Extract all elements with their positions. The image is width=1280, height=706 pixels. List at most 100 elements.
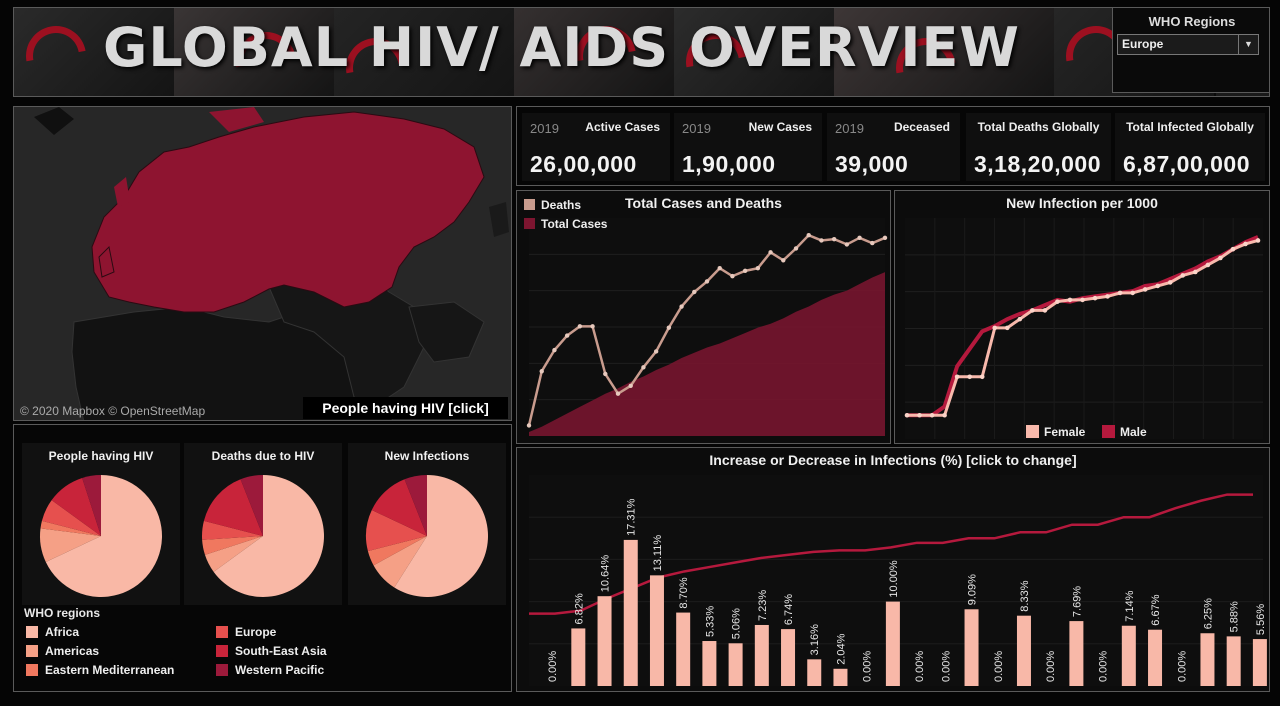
data-point-female [917,412,922,418]
kpi-label: Deceased [893,120,950,134]
bar [964,609,979,686]
data-point-female [1155,283,1161,289]
data-point-deaths [806,232,811,238]
kpi-active-cases: 2019 Active Cases 26,00,000 [522,113,670,181]
data-point-deaths [870,240,875,246]
pie-chart[interactable] [184,443,342,605]
data-point-deaths [552,347,557,353]
legend-label: Eastern Mediterranean [45,663,175,677]
legend-swatch-male [1102,425,1115,438]
legend-item-europe[interactable]: Europe [216,625,276,639]
map-attribution: © 2020 Mapbox © OpenStreetMap [20,404,206,418]
legend-item-eastern-mediterranean[interactable]: Eastern Mediterranean [26,663,174,677]
pie-people-having-hiv: People having HIV [22,443,180,605]
kpi-label: New Cases [748,120,812,134]
pie-slice [394,475,488,597]
kpi-new-cases: 2019 New Cases 1,90,000 [674,113,822,181]
chevron-down-icon[interactable]: ▼ [1238,35,1258,54]
bar-label: 7.69% [1071,586,1083,617]
pie-slice [373,536,427,588]
legend-item-americas[interactable]: Americas [26,644,99,658]
bar-label: 5.33% [704,606,716,637]
data-point-female [1218,255,1223,261]
people-having-hiv-button[interactable]: People having HIV [click] [303,397,508,419]
data-point-deaths [755,266,761,271]
infection-change-chart: 0.00% 6.82% 10.64% 17.31% 13.11% 8.70% 5.33% 5.… [516,447,1270,692]
header-tile [334,8,516,96]
kpi-year: 2019 [682,121,711,136]
legend-item-south-east-asia[interactable]: South-East Asia [216,644,327,658]
data-point-female [1117,290,1123,296]
pie-chart[interactable] [22,443,180,605]
area-chart-canvas[interactable]: Deaths Total Cases [517,191,890,443]
pie-slice [202,536,263,555]
data-point-deaths [781,258,786,263]
data-point-female [1180,273,1186,278]
data-point-deaths [882,235,888,241]
pie-slice [41,500,101,536]
bar [623,539,638,686]
legend-swatch [26,626,38,638]
data-point-female [1017,316,1023,322]
bar-label: 3.16% [809,624,821,655]
bar [1121,625,1136,686]
dashboard-header: GLOBAL HIV/ AIDS OVERVIEW [13,7,1270,97]
legend-label: South-East Asia [235,644,327,658]
map-canvas[interactable] [14,107,512,421]
bar-label: 2.04% [835,633,847,664]
bar [597,596,612,686]
data-point-female [1205,262,1211,268]
data-point-female [904,412,910,418]
data-point-deaths [666,325,672,330]
region-map[interactable]: © 2020 Mapbox © OpenStreetMap People hav… [13,106,512,421]
bar [676,612,691,686]
bar-label: 5.88% [1229,601,1241,632]
bar [728,643,743,686]
legend-swatch-total-cases [524,218,535,229]
bar-label: 10.64% [600,555,612,593]
line-chart-canvas[interactable]: Female Male [895,191,1269,443]
data-point-female [1080,297,1085,303]
pie-slice [45,475,162,597]
data-point-female [1105,294,1110,299]
bar-label: 0.00% [1098,651,1110,682]
data-point-deaths [577,324,583,329]
chart-title[interactable]: Increase or Decrease in Infections (%) [… [709,452,1077,468]
bar-label: 10.00% [888,560,900,598]
bar [807,659,822,686]
data-point-deaths [641,365,646,370]
filter-label: WHO Regions [1148,14,1236,29]
pie-legend-title: WHO regions [24,606,101,620]
regional-pies-panel: People having HIV Deaths due to HIV New … [13,424,512,692]
data-point-deaths [844,242,850,247]
data-point-deaths [768,250,773,255]
data-point-female [1055,299,1060,304]
data-point-deaths [730,273,735,279]
legend-label-female: Female [1044,425,1086,439]
bar-label: 7.23% [757,590,769,621]
bar-label: 8.70% [678,577,690,608]
data-point-deaths [793,246,799,251]
pie-chart[interactable] [348,443,506,605]
header-tile [834,8,1056,96]
kpi-total-deaths: Total Deaths Globally 3,18,20,000 [966,113,1111,181]
header-tile [174,8,336,96]
pie-title: New Infections [384,449,470,463]
region-dropdown[interactable]: Europe ▼ [1117,34,1259,55]
pie-slice [203,479,263,536]
data-point-deaths [564,333,570,338]
bar [1069,621,1084,686]
data-point-deaths [526,423,532,428]
pie-slice [40,528,101,562]
legend-item-africa[interactable]: Africa [26,625,79,639]
legend-swatch-female [1026,425,1039,438]
data-point-female [1230,246,1236,252]
bar-chart-canvas[interactable]: 0.00% 6.82% 10.64% 17.31% 13.11% 8.70% 5.33% 5.… [517,448,1269,691]
kpi-deceased: 2019 Deceased 39,000 [827,113,960,181]
legend-item-western-pacific[interactable]: Western Pacific [216,663,324,677]
bar-label: 0.00% [1045,651,1057,682]
pie-slice [82,475,101,536]
bar-label: 6.74% [783,594,795,625]
kpi-value: 3,18,20,000 [974,151,1102,177]
pie-slice [240,475,263,536]
